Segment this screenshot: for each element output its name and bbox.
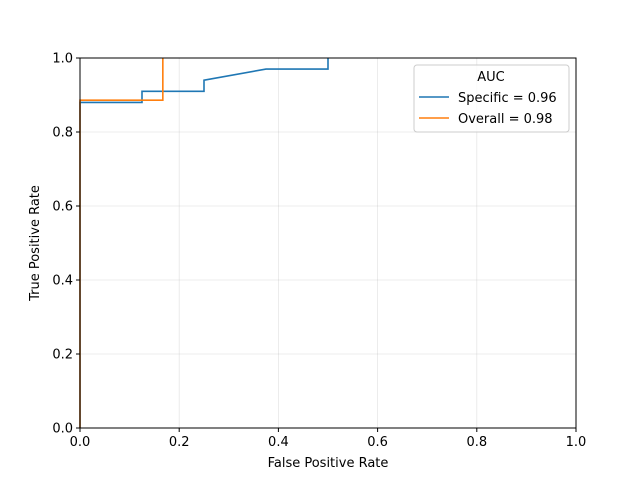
y-axis-label: True Positive Rate	[28, 185, 43, 302]
legend: AUC Specific = 0.96 Overall = 0.98	[413, 64, 570, 133]
y-tick-label: 1.0	[52, 52, 73, 67]
x-tick-label: 0.0	[70, 435, 91, 450]
legend-box	[413, 64, 570, 133]
roc-curve-specific	[79, 58, 329, 428]
x-tick-label: 0.4	[268, 435, 289, 450]
legend-entry-specific: Specific = 0.96	[458, 91, 557, 106]
y-tick-label: 0.2	[52, 348, 73, 363]
x-tick-label: 1.0	[566, 435, 587, 450]
x-tick-label: 0.2	[169, 435, 190, 450]
legend-entry-overall: Overall = 0.98	[458, 112, 553, 127]
plot-frame	[79, 57, 577, 429]
y-tick-label: 0.0	[52, 422, 73, 437]
y-tick-label: 0.8	[52, 126, 73, 141]
x-axis-label: False Positive Rate	[268, 456, 389, 471]
x-tick-label: 0.6	[367, 435, 388, 450]
legend-title: AUC	[477, 70, 505, 85]
axis-ticks: 0.0 0.2 0.4 0.6 0.8 1.0 0.0 0.2 0.4 0.6 0.8 1.0	[52, 52, 586, 451]
y-tick-label: 0.4	[52, 274, 73, 289]
y-tick-label: 0.6	[52, 200, 73, 215]
x-tick-label: 0.8	[466, 435, 487, 450]
